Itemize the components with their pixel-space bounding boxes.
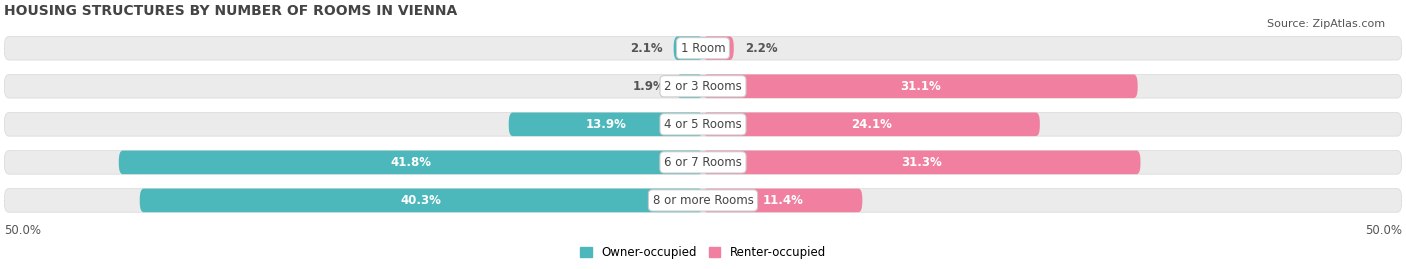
FancyBboxPatch shape: [703, 36, 734, 60]
Text: 1.9%: 1.9%: [633, 80, 665, 93]
FancyBboxPatch shape: [703, 75, 1137, 98]
Text: 8 or more Rooms: 8 or more Rooms: [652, 194, 754, 207]
Text: 4 or 5 Rooms: 4 or 5 Rooms: [664, 118, 742, 131]
FancyBboxPatch shape: [118, 151, 703, 174]
Text: 6 or 7 Rooms: 6 or 7 Rooms: [664, 156, 742, 169]
FancyBboxPatch shape: [139, 189, 703, 212]
Text: 24.1%: 24.1%: [851, 118, 891, 131]
Text: Source: ZipAtlas.com: Source: ZipAtlas.com: [1267, 19, 1385, 29]
Text: 2 or 3 Rooms: 2 or 3 Rooms: [664, 80, 742, 93]
Text: 11.4%: 11.4%: [762, 194, 803, 207]
FancyBboxPatch shape: [673, 36, 703, 60]
Text: 1 Room: 1 Room: [681, 42, 725, 55]
FancyBboxPatch shape: [4, 75, 1402, 98]
FancyBboxPatch shape: [4, 112, 1402, 136]
FancyBboxPatch shape: [703, 189, 862, 212]
Text: 2.2%: 2.2%: [745, 42, 778, 55]
Legend: Owner-occupied, Renter-occupied: Owner-occupied, Renter-occupied: [575, 241, 831, 264]
Text: 2.1%: 2.1%: [630, 42, 662, 55]
FancyBboxPatch shape: [676, 75, 703, 98]
Text: 13.9%: 13.9%: [585, 118, 626, 131]
FancyBboxPatch shape: [703, 112, 1040, 136]
FancyBboxPatch shape: [509, 112, 703, 136]
Text: 50.0%: 50.0%: [1365, 224, 1402, 237]
FancyBboxPatch shape: [703, 151, 1140, 174]
FancyBboxPatch shape: [4, 189, 1402, 212]
FancyBboxPatch shape: [4, 36, 1402, 60]
Text: 40.3%: 40.3%: [401, 194, 441, 207]
Text: 31.1%: 31.1%: [900, 80, 941, 93]
Text: 41.8%: 41.8%: [391, 156, 432, 169]
FancyBboxPatch shape: [4, 151, 1402, 174]
Text: HOUSING STRUCTURES BY NUMBER OF ROOMS IN VIENNA: HOUSING STRUCTURES BY NUMBER OF ROOMS IN…: [4, 4, 457, 18]
Text: 50.0%: 50.0%: [4, 224, 41, 237]
Text: 31.3%: 31.3%: [901, 156, 942, 169]
